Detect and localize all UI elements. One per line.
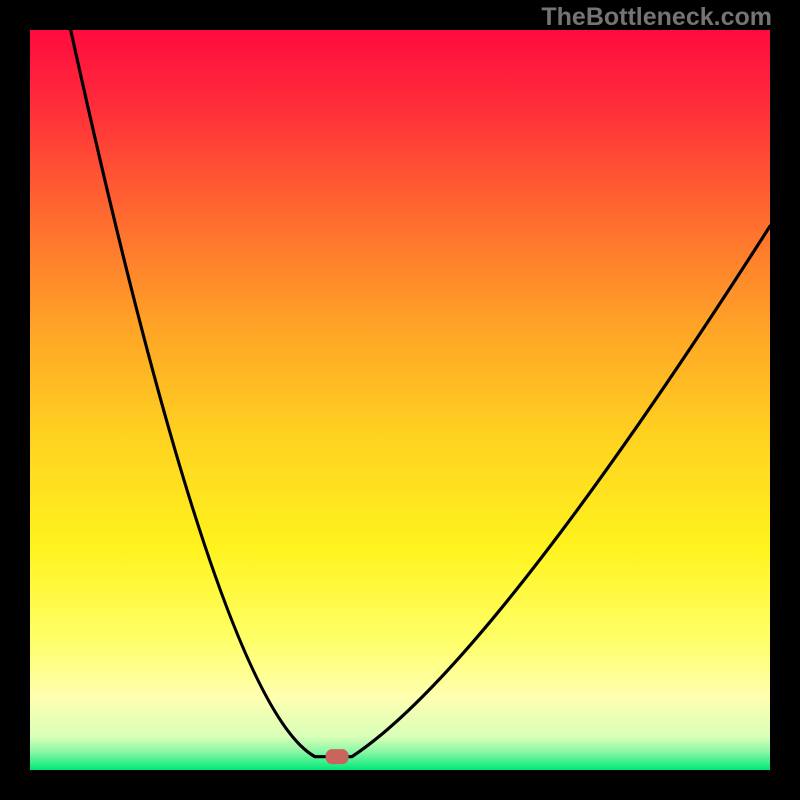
- curve-layer: [30, 30, 770, 770]
- plot-area: [30, 30, 770, 770]
- watermark-text: TheBottleneck.com: [541, 3, 772, 32]
- bottleneck-curve: [71, 30, 770, 757]
- optimum-marker: [326, 750, 348, 764]
